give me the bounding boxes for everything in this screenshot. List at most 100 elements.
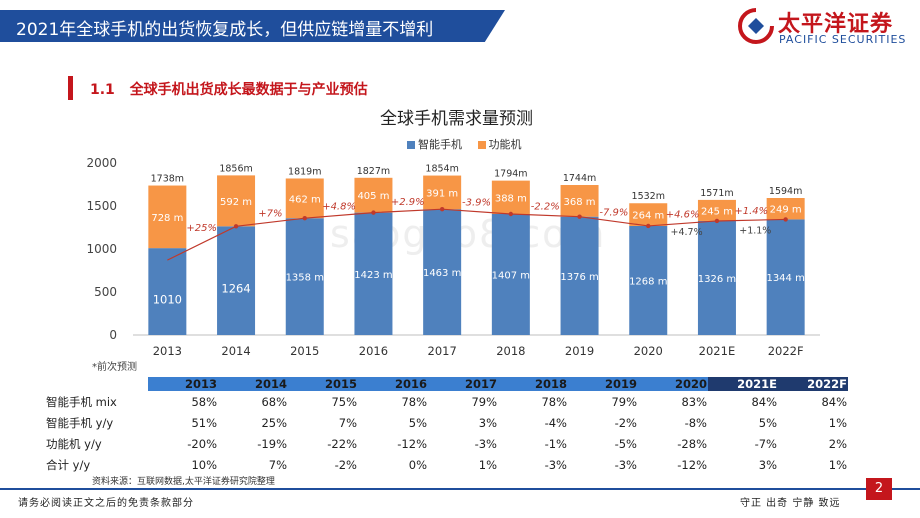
- data-label-smartphone: 1326 m: [698, 274, 736, 285]
- stats-row: 合计 y/y 10% 7% -2% 0% 1% -3% -3% -12% 3% 1%: [46, 454, 848, 475]
- bar-feature-phone: [629, 203, 668, 226]
- stats-header-row: 2013 2014 2015 2016 2017 2018 2019 2020 …: [46, 377, 848, 391]
- bar-smartphone: [285, 218, 324, 335]
- bar-feature-phone: [491, 180, 530, 214]
- stats-cell: -7%: [754, 436, 777, 451]
- bar-smartphone: [491, 213, 530, 335]
- growth-trend-point: [371, 210, 376, 215]
- data-label-total: 1854m: [425, 164, 458, 175]
- bar-smartphone: [148, 248, 187, 335]
- data-label-feature-phone: 728 m: [151, 213, 183, 224]
- stats-cell: -28%: [677, 436, 707, 451]
- data-label-smartphone: 1264: [221, 282, 250, 296]
- stats-row-label: 智能手机 y/y: [46, 415, 114, 430]
- stats-cell: -2%: [614, 415, 637, 430]
- bar-feature-phone: [560, 185, 599, 217]
- data-label-total: 1571m: [700, 188, 733, 199]
- stats-row-label: 合计 y/y: [46, 457, 91, 472]
- stats-header-year: 2015: [288, 377, 358, 391]
- legend-swatch-smartphone: [407, 141, 415, 149]
- section-title: 全球手机出货成长最数据于与产业预估: [129, 82, 368, 98]
- growth-trend-line: [167, 208, 786, 261]
- logo-emblem-icon: [738, 8, 774, 44]
- growth-label: -3.9%: [462, 198, 491, 209]
- stats-row-label: 智能手机 mix: [46, 394, 117, 409]
- bar-smartphone: [697, 220, 736, 335]
- growth-trend-point: [439, 206, 445, 212]
- forecast-note: *前次预测: [92, 362, 137, 373]
- stats-cell: -12%: [397, 436, 427, 451]
- y-tick-label: 2000: [86, 156, 117, 170]
- growth-trend-point: [646, 223, 651, 229]
- stats-cell: 7%: [268, 457, 287, 472]
- data-label-total: 1819m: [288, 166, 321, 177]
- growth-label: -7.9%: [599, 207, 628, 218]
- logo-text-cn: 太平洋证券: [778, 12, 894, 37]
- data-label-smartphone: 1376 m: [560, 272, 598, 283]
- data-label-smartphone: 1407 m: [492, 270, 530, 281]
- x-tick-label: 2021E: [699, 344, 736, 358]
- data-label-feature-phone: 405 m: [357, 191, 389, 202]
- y-tick-label: 500: [94, 285, 117, 299]
- stats-header-year: 2016: [358, 377, 428, 391]
- data-label-total: 1738m: [151, 174, 184, 185]
- footer-motto: 守正 出奇 宁静 致远: [740, 498, 841, 509]
- stats-row-label: 功能机 y/y: [46, 436, 102, 451]
- section-marker: [68, 76, 73, 100]
- total-growth-label: +1.1%: [739, 225, 771, 236]
- stats-cell: 0%: [408, 457, 427, 472]
- stats-cell: 78%: [401, 394, 427, 409]
- stats-cell: 58%: [191, 394, 217, 409]
- data-label-feature-phone: 388 m: [495, 193, 527, 204]
- bar-feature-phone: [354, 177, 393, 213]
- stats-table: 2013 2014 2015 2016 2017 2018 2019 2020 …: [46, 377, 848, 475]
- stats-cell: -4%: [544, 415, 567, 430]
- stats-header-year: 2018: [498, 377, 568, 391]
- growth-label: -2.2%: [531, 201, 560, 212]
- total-growth-label: +4.7%: [671, 227, 703, 238]
- stats-cell: 84%: [821, 394, 847, 409]
- bar-feature-phone: [148, 185, 187, 249]
- data-label-feature-phone: 249 m: [770, 205, 802, 216]
- y-tick-label: 1500: [86, 199, 117, 213]
- page-number: 2: [866, 478, 892, 500]
- stats-header-year: 2019: [568, 377, 638, 391]
- stats-row: 功能机 y/y -20% -19% -22% -12% -3% -1% -5% -28% -7% 2…: [46, 433, 848, 454]
- data-label-total: 1794m: [494, 169, 527, 180]
- x-tick-label: 2016: [359, 344, 388, 358]
- stats-cell: -22%: [327, 436, 357, 451]
- page-title: 2021年全球手机的出货恢复成长，但供应链增量不增利: [16, 20, 434, 40]
- growth-label: +4.6%: [666, 209, 700, 220]
- growth-label: +1.4%: [734, 206, 768, 217]
- stats-cell: 25%: [261, 415, 287, 430]
- legend-label-feature-phone: 功能机: [488, 138, 522, 151]
- x-tick-label: 2022F: [768, 344, 804, 358]
- stats-cell: 1%: [478, 457, 497, 472]
- stats-cell: 3%: [758, 457, 777, 472]
- x-tick-label: 2014: [221, 344, 250, 358]
- x-tick-label: 2017: [428, 344, 457, 358]
- growth-trend-point: [302, 216, 307, 221]
- stats-cell: -1%: [544, 436, 567, 451]
- stats-header-year: 2022F: [778, 377, 848, 391]
- stacked-bar-chart: 0 500 1000 1500 2000 1010 728 m 1738m 2013 1264 59…: [86, 156, 820, 358]
- growth-trend-point: [233, 224, 239, 229]
- data-label-smartphone: 1358 m: [286, 273, 324, 284]
- legend-swatch-feature-phone: [477, 141, 486, 149]
- bar-feature-phone: [285, 178, 324, 219]
- stats-cell: -19%: [257, 436, 287, 451]
- bar-smartphone: [423, 209, 462, 335]
- y-tick-label: 0: [109, 328, 117, 342]
- stats-cell: 5%: [758, 415, 777, 430]
- bar-feature-phone: [217, 175, 256, 227]
- legend-item-feature-phone: 功能机: [477, 138, 522, 151]
- stats-header-year: 2017: [428, 377, 498, 391]
- stats-cell: 3%: [478, 415, 497, 430]
- stats-row: 智能手机 y/y 51% 25% 7% 5% 3% -4% -2% -8% 5% 1%: [46, 412, 848, 433]
- data-label-smartphone: 1268 m: [629, 276, 667, 287]
- chart-title: 全球手机需求量预测: [380, 109, 533, 129]
- stats-cell: -12%: [677, 457, 707, 472]
- bar-smartphone: [354, 212, 393, 335]
- growth-label: +4.8%: [322, 201, 356, 212]
- stats-cell: -20%: [187, 436, 217, 451]
